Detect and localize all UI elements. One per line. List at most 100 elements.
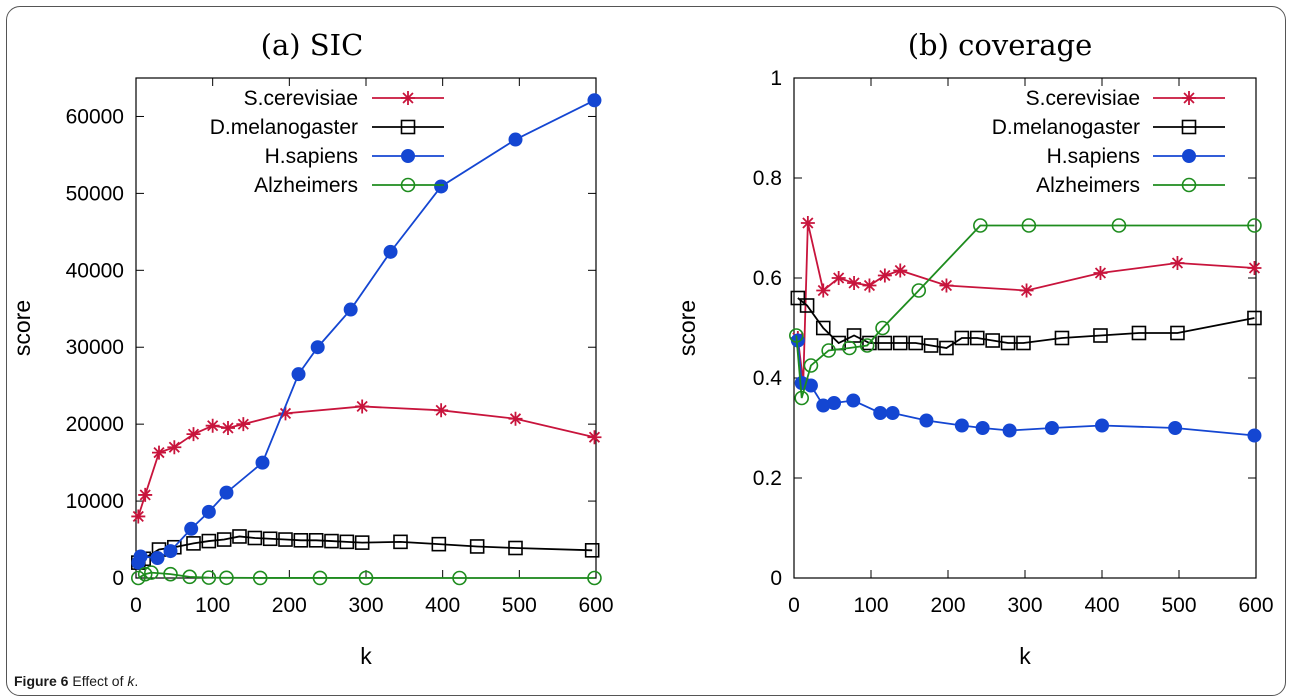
chart-coverage: (b) coverage 0 100 200 300 400 500 600 0 0.2 0.4 0.…: [674, 28, 1274, 669]
series-line: [798, 223, 1255, 383]
data-point: [206, 419, 220, 433]
series-h-sapiens: [132, 94, 601, 569]
x-tick-label: 0: [130, 594, 142, 617]
chart-sic: (a) SIC 0 100 200 300 400 500 600 0 10000 20000 300…: [9, 28, 614, 669]
data-point: [862, 279, 876, 293]
data-point: [220, 486, 233, 499]
chart-title: (a) SIC: [261, 28, 364, 62]
series-alzheimers: [790, 219, 1261, 405]
y-tick-label: 0.4: [753, 367, 783, 390]
data-point: [828, 397, 841, 410]
x-tick-label: 100: [853, 594, 888, 617]
x-tick-label: 200: [272, 594, 307, 617]
data-point: [939, 279, 953, 293]
plot-area: [136, 78, 596, 578]
series-line: [798, 298, 1255, 348]
series-line: [138, 100, 594, 562]
legend-label: S.cerevisiae: [1026, 87, 1140, 110]
data-point: [256, 456, 269, 469]
y-tick-label: 30000: [66, 336, 124, 359]
series-s-cerevisiae: [791, 216, 1262, 390]
data-point: [1248, 429, 1261, 442]
data-point: [509, 412, 523, 426]
data-point: [311, 341, 324, 354]
series-line: [798, 341, 1255, 436]
y-tick-label: 20000: [66, 413, 124, 436]
y-tick-label: 1: [770, 67, 782, 90]
data-point: [1045, 422, 1058, 435]
data-point: [1170, 256, 1184, 270]
legend: S.cerevisiae D.melanogaster H.sapiens Alzhe…: [210, 87, 444, 197]
data-point: [509, 133, 522, 146]
y-tick-label: 50000: [66, 182, 124, 205]
x-tick-label: 0: [788, 594, 800, 617]
data-point: [384, 245, 397, 258]
legend-label: H.sapiens: [265, 145, 358, 168]
x-axis-label: k: [360, 643, 372, 669]
series-line: [796, 226, 1254, 399]
x-tick-label: 300: [348, 594, 383, 617]
legend-label: D.melanogaster: [992, 116, 1140, 139]
data-point: [355, 399, 369, 413]
data-point: [920, 414, 933, 427]
data-point: [1003, 424, 1016, 437]
y-tick-label: 0: [770, 567, 782, 590]
caption-text: Effect of: [72, 673, 127, 689]
caption-label: Figure 6: [14, 673, 68, 689]
data-point: [893, 264, 907, 278]
data-point: [801, 216, 815, 230]
data-point: [832, 271, 846, 285]
data-point: [344, 303, 357, 316]
y-tick-label: 10000: [66, 490, 124, 513]
chart-title: (b) coverage: [908, 28, 1093, 62]
y-tick-label: 0.8: [753, 167, 782, 190]
data-point: [847, 394, 860, 407]
x-tick-label: 100: [195, 594, 230, 617]
x-tick-label: 600: [1238, 594, 1273, 617]
series-d-melanogaster: [132, 530, 599, 569]
data-point: [202, 505, 215, 518]
caption-end: .: [134, 673, 138, 689]
y-tick-label: 0: [112, 567, 124, 590]
legend-label: Alzheimers: [254, 174, 358, 197]
x-tick-label: 500: [502, 594, 537, 617]
legend-label: D.melanogaster: [210, 116, 358, 139]
y-axis-label: score: [9, 300, 35, 356]
data-point: [292, 368, 305, 381]
data-point: [886, 407, 899, 420]
series-d-melanogaster: [791, 292, 1261, 355]
data-point: [164, 545, 177, 558]
x-tick-label: 300: [1007, 594, 1042, 617]
data-point: [151, 552, 164, 565]
legend-marker: [401, 91, 415, 105]
data-point: [221, 421, 235, 435]
x-tick-label: 400: [425, 594, 460, 617]
data-point: [138, 488, 152, 502]
data-point: [167, 440, 181, 454]
y-tick-label: 0.6: [753, 267, 782, 290]
legend-label: S.cerevisiae: [244, 87, 358, 110]
data-point: [976, 422, 989, 435]
y-axis-label: score: [674, 300, 700, 356]
data-point: [1093, 266, 1107, 280]
y-tick-label: 0.2: [753, 467, 782, 490]
data-point: [134, 550, 147, 563]
data-point: [878, 269, 892, 283]
x-tick-label: 500: [1161, 594, 1196, 617]
legend-marker: [1182, 91, 1196, 105]
data-point: [588, 94, 601, 107]
data-point: [187, 427, 201, 441]
legend: S.cerevisiae D.melanogaster H.sapiens Alzhe…: [992, 87, 1225, 197]
data-point: [434, 403, 448, 417]
x-axis-label: k: [1019, 643, 1031, 669]
data-point: [131, 509, 145, 523]
series-line: [138, 406, 594, 516]
data-point: [955, 419, 968, 432]
data-point: [185, 522, 198, 535]
x-tick-label: 200: [930, 594, 965, 617]
data-point: [847, 276, 861, 290]
data-point: [236, 417, 250, 431]
legend-label: Alzheimers: [1036, 174, 1140, 197]
data-point: [1020, 284, 1034, 298]
